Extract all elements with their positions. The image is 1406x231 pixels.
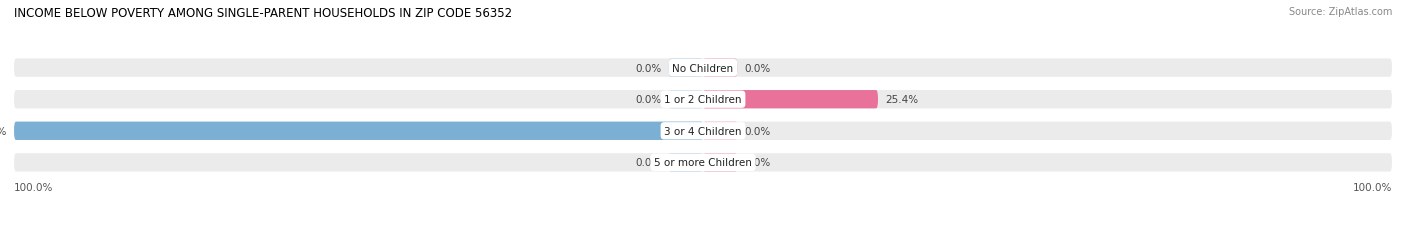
FancyBboxPatch shape [14, 122, 703, 140]
FancyBboxPatch shape [703, 59, 738, 77]
Text: 3 or 4 Children: 3 or 4 Children [664, 126, 742, 136]
Text: Source: ZipAtlas.com: Source: ZipAtlas.com [1288, 7, 1392, 17]
FancyBboxPatch shape [703, 154, 738, 172]
Text: 0.0%: 0.0% [636, 158, 662, 168]
Text: 0.0%: 0.0% [744, 63, 770, 73]
Text: 100.0%: 100.0% [0, 126, 7, 136]
Text: 0.0%: 0.0% [636, 95, 662, 105]
Text: No Children: No Children [672, 63, 734, 73]
FancyBboxPatch shape [669, 91, 703, 109]
FancyBboxPatch shape [14, 59, 1392, 77]
Text: 25.4%: 25.4% [884, 95, 918, 105]
FancyBboxPatch shape [669, 154, 703, 172]
FancyBboxPatch shape [14, 154, 1392, 172]
Text: 100.0%: 100.0% [1353, 182, 1392, 192]
FancyBboxPatch shape [703, 91, 877, 109]
Text: 5 or more Children: 5 or more Children [654, 158, 752, 168]
Text: INCOME BELOW POVERTY AMONG SINGLE-PARENT HOUSEHOLDS IN ZIP CODE 56352: INCOME BELOW POVERTY AMONG SINGLE-PARENT… [14, 7, 512, 20]
FancyBboxPatch shape [14, 122, 1392, 140]
Text: 0.0%: 0.0% [636, 63, 662, 73]
FancyBboxPatch shape [669, 59, 703, 77]
Text: 100.0%: 100.0% [14, 182, 53, 192]
Text: 0.0%: 0.0% [744, 126, 770, 136]
FancyBboxPatch shape [703, 122, 738, 140]
Text: 0.0%: 0.0% [744, 158, 770, 168]
Text: 1 or 2 Children: 1 or 2 Children [664, 95, 742, 105]
FancyBboxPatch shape [14, 91, 1392, 109]
